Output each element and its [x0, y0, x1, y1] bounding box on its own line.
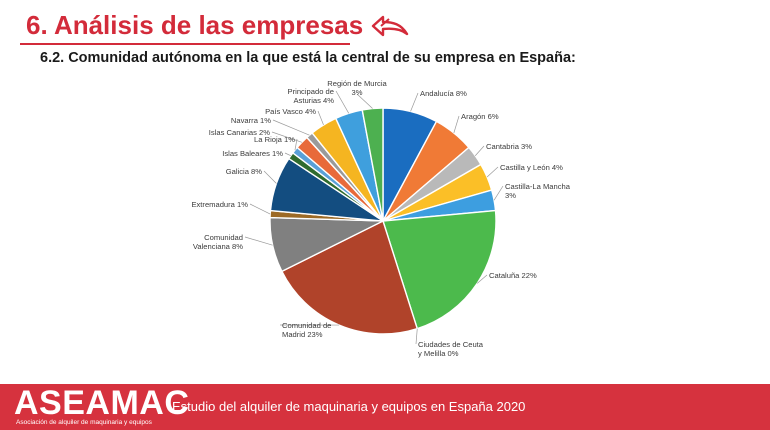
slice-label-comunidad-de-madrid-23-line1: Comunidad de: [282, 321, 331, 330]
leader-line-andalucia-8: [410, 92, 419, 112]
leader-line-region-de-murcia-3: [356, 93, 373, 109]
leader-line-islas-canarias-2: [271, 131, 302, 143]
leader-line-islas-baleares-1: [284, 152, 291, 157]
leader-line-aragon-6: [453, 115, 460, 134]
leader-line-castilla-y-leon-4: [486, 166, 499, 178]
slice-label-castilla-la-mancha-3-line2: 3%: [505, 191, 516, 200]
leader-line-extremadura-1: [249, 203, 271, 215]
page-subtitle: 6.2. Comunidad autónoma en la que está l…: [40, 50, 576, 66]
aseamac-logo: ASEAMAC: [14, 384, 190, 422]
slice-label-aragon-6: Aragón 6%: [461, 112, 499, 121]
page-title-text: 6. Análisis de las empresas: [26, 10, 364, 40]
pie-slice-comunidad-de-madrid-23: [280, 220, 419, 335]
slice-label-extremadura-1: Extremadura 1%: [191, 200, 248, 209]
leader-line-cantabria-3: [474, 145, 485, 156]
page-title: 6. Análisis de las empresas: [26, 10, 409, 41]
slice-label-castilla-la-mancha-3-line1: Castilla-La Mancha: [505, 182, 571, 191]
slice-label-region-de-murcia-3-line2: 3%: [352, 88, 363, 97]
pie-chart: Andalucía 8% Aragón 6% Cantabria 3% Castill…: [191, 79, 571, 358]
leader-line-principado-de-asturias-4: [335, 90, 350, 114]
back-arrow-icon[interactable]: [371, 14, 409, 38]
slice-label-comunidad-de-madrid-23-line2: Madrid 23%: [282, 330, 323, 339]
pie-slice-cataluna-22: [382, 209, 497, 330]
slice-label-galicia-8: Galicia 8%: [226, 167, 263, 176]
footer-text: Estudio del alquiler de maquinaria y equ…: [172, 399, 526, 414]
slice-label-principado-de-asturias-4-line1: Principado de: [288, 87, 334, 96]
slice-label-region-de-murcia-3-line1: Región de Murcia: [327, 79, 387, 88]
leader-line-ciudades-de-ceuta-y-melilla-0: [415, 328, 418, 345]
slice-label-cataluna-22: Cataluña 22%: [489, 271, 537, 280]
slice-label-ciudades-de-ceuta-y-melilla-0-line2: y Melilla 0%: [418, 349, 459, 358]
leader-line-galicia-8: [263, 170, 277, 184]
slice-label-navarra-1: Navarra 1%: [231, 116, 271, 125]
leader-line-comunidad-valenciana-8: [244, 236, 273, 246]
slice-label-andalucia-8: Andalucía 8%: [420, 89, 467, 98]
slice-label-cantabria-3: Cantabria 3%: [486, 142, 532, 151]
slice-label-islas-baleares-1: Islas Baleares 1%: [222, 149, 283, 158]
slice-label-ciudades-de-ceuta-y-melilla-0-line1: Ciudades de Ceuta: [418, 340, 484, 349]
slice-label-comunidad-valenciana-8-line1: Comunidad: [204, 233, 243, 242]
slice-label-pais-vasco-4: País Vasco 4%: [265, 107, 316, 116]
slice-label-islas-canarias-2: Islas Canarias 2%: [209, 128, 270, 137]
slice-label-castilla-y-leon-4: Castilla y León 4%: [500, 163, 563, 172]
slice-label-la-rioja-1: La Rioja 1%: [254, 135, 295, 144]
leader-line-cataluna-22: [476, 274, 488, 284]
slice-label-comunidad-valenciana-8-line2: Valenciana 8%: [193, 242, 243, 251]
logo-subtitle: Asociación de alquiler de maquinaria y e…: [16, 419, 152, 426]
leader-line-pais-vasco-4: [317, 110, 324, 126]
leader-line-navarra-1: [272, 119, 310, 136]
footer-bar: ASEAMAC Asociación de alquiler de maquin…: [0, 384, 770, 430]
leader-line-castilla-la-mancha-3: [493, 185, 504, 201]
title-underline: [20, 43, 350, 45]
slice-label-principado-de-asturias-4-line2: Asturias 4%: [293, 96, 334, 105]
